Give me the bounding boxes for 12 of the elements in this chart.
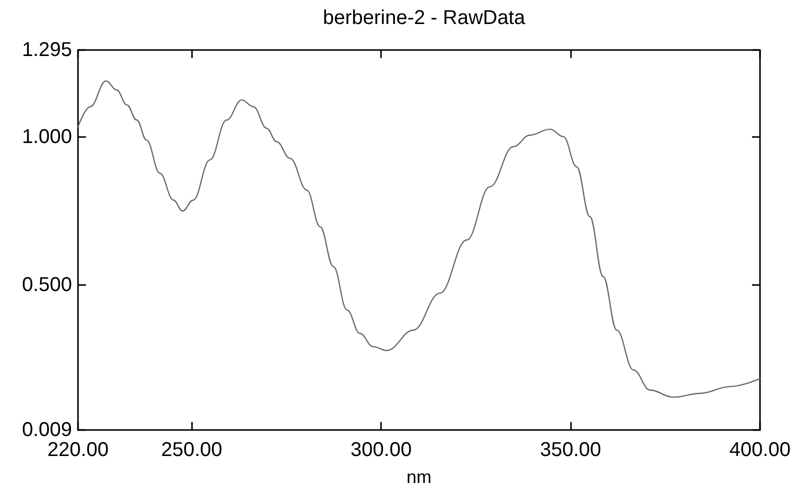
x-tick-label: 300.00 [350, 439, 412, 461]
y-tick-label: 0.009 [22, 419, 72, 441]
x-tick-label: 250.00 [161, 439, 222, 461]
x-axis-title: nm [406, 467, 432, 487]
x-tick-label: 220.00 [47, 439, 109, 461]
y-tick-label: 1.295 [22, 39, 72, 61]
chart-title: berberine-2 - RawData [322, 7, 526, 29]
y-tick-label: 0.500 [22, 274, 72, 296]
x-tick-label: 350.00 [540, 439, 602, 461]
x-tick-label: 400.00 [729, 439, 791, 461]
y-tick-label: 1.000 [22, 126, 72, 148]
line-series [77, 80, 761, 398]
